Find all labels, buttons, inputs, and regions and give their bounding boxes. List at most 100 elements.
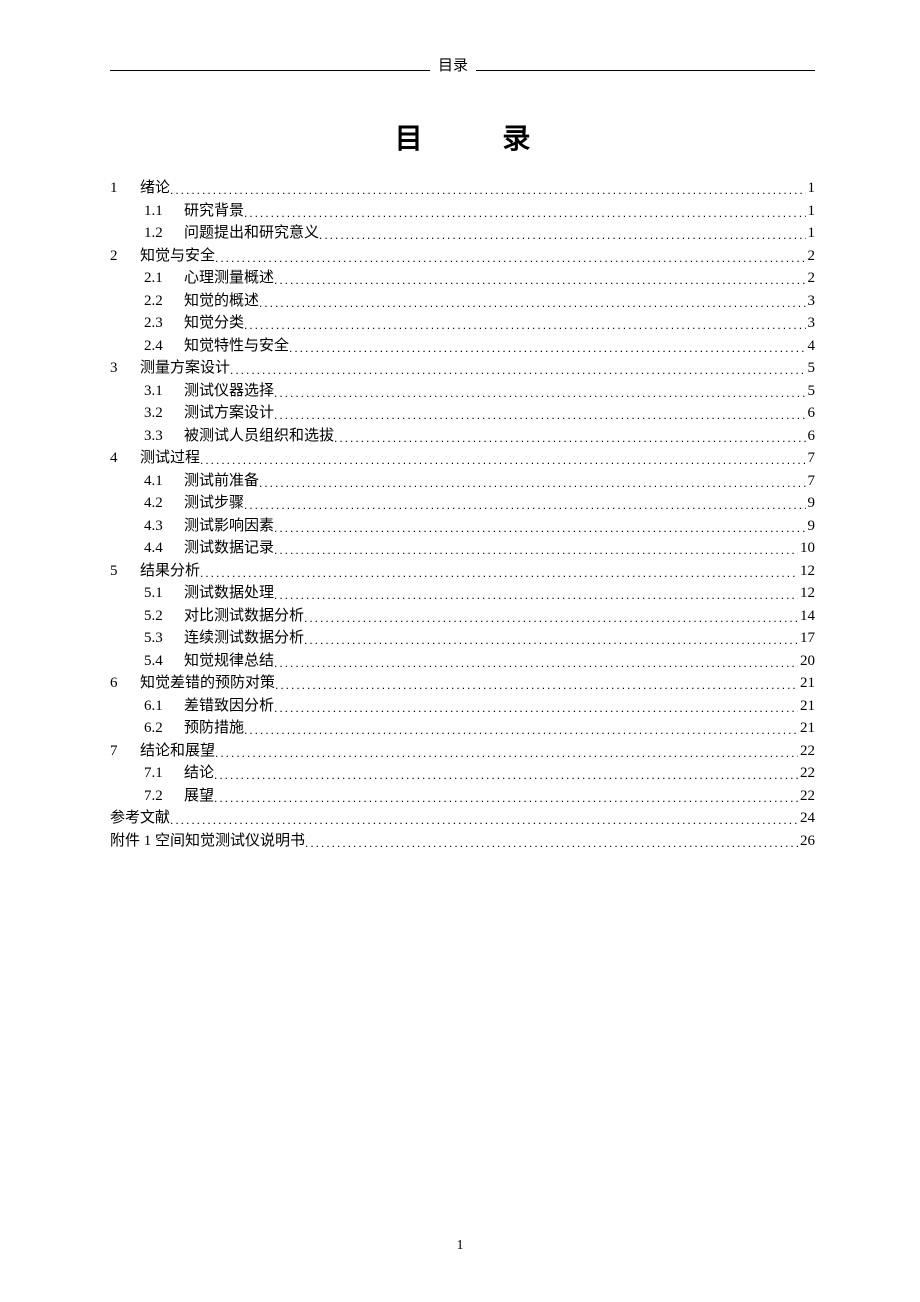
toc-chapter-number: 3 <box>110 361 140 376</box>
toc-section-number: 1.1 <box>144 204 184 219</box>
toc-leader-dots <box>289 342 805 354</box>
toc-section-number: 2.4 <box>144 339 184 354</box>
toc-label: 知觉特性与安全 <box>184 339 289 354</box>
toc-entry: 7结论和展望22 <box>110 744 815 759</box>
toc-label: 对比测试数据分析 <box>184 609 304 624</box>
toc-label: 测试影响因素 <box>184 519 274 534</box>
toc-label: 知觉的概述 <box>184 294 259 309</box>
toc-entry: 3.1测试仪器选择5 <box>110 384 815 399</box>
toc-chapter-number: 6 <box>110 676 140 691</box>
toc-page-number: 21 <box>798 676 815 691</box>
toc-leader-dots <box>215 252 805 264</box>
toc-page-number: 22 <box>798 766 815 781</box>
toc-page-number: 21 <box>798 721 815 736</box>
toc-label: 差错致因分析 <box>184 699 274 714</box>
toc-leader-dots <box>244 319 805 331</box>
toc-chapter-number: 4 <box>110 451 140 466</box>
toc-section-number: 2.1 <box>144 271 184 286</box>
toc-section-number: 5.3 <box>144 631 184 646</box>
table-of-contents: 1绪论11.1研究背景11.2问题提出和研究意义12知觉与安全22.1心理测量概… <box>110 181 815 849</box>
toc-leader-dots <box>170 184 805 196</box>
toc-section-number: 5.1 <box>144 586 184 601</box>
toc-page-number: 1 <box>806 204 816 219</box>
toc-label: 参考文献 <box>110 811 170 826</box>
header-rule-left <box>110 70 430 71</box>
toc-entry: 6.2预防措施21 <box>110 721 815 736</box>
toc-label: 测量方案设计 <box>140 361 230 376</box>
toc-section-number: 4.4 <box>144 541 184 556</box>
toc-entry: 3.2测试方案设计6 <box>110 406 815 421</box>
toc-entry: 5结果分析12 <box>110 564 815 579</box>
toc-entry: 7.2展望22 <box>110 789 815 804</box>
toc-page-number: 10 <box>798 541 815 556</box>
toc-label: 绪论 <box>140 181 170 196</box>
toc-entry: 3.3被测试人员组织和选拔6 <box>110 429 815 444</box>
toc-label: 结论 <box>184 766 214 781</box>
toc-page-number: 1 <box>806 226 816 241</box>
toc-leader-dots <box>214 769 798 781</box>
toc-page-number: 20 <box>798 654 815 669</box>
toc-page-number: 24 <box>798 811 815 826</box>
toc-leader-dots <box>244 207 805 219</box>
toc-entry: 3测量方案设计 5 <box>110 361 815 376</box>
toc-chapter-number: 5 <box>110 564 140 579</box>
toc-label: 结论和展望 <box>140 744 215 759</box>
toc-label: 测试方案设计 <box>184 406 274 421</box>
toc-section-number: 5.4 <box>144 654 184 669</box>
toc-entry: 4.4测试数据记录10 <box>110 541 815 556</box>
toc-entry: 1绪论1 <box>110 181 815 196</box>
toc-entry: 7.1结论22 <box>110 766 815 781</box>
toc-entry: 2.2知觉的概述3 <box>110 294 815 309</box>
toc-entry: 2知觉与安全2 <box>110 249 815 264</box>
toc-page-number: 26 <box>798 834 815 849</box>
toc-entry: 2.4知觉特性与安全4 <box>110 339 815 354</box>
toc-leader-dots <box>274 544 798 556</box>
toc-entry: 4.2测试步骤9 <box>110 496 815 511</box>
header-rule-right <box>476 70 815 71</box>
toc-entry: 1.2问题提出和研究意义1 <box>110 226 815 241</box>
header-label: 目录 <box>430 54 476 75</box>
toc-leader-dots <box>214 792 798 804</box>
toc-section-number: 4.3 <box>144 519 184 534</box>
toc-page-number: 3 <box>806 316 816 331</box>
toc-leader-dots <box>170 814 798 826</box>
toc-leader-dots <box>259 297 805 309</box>
toc-chapter-number: 2 <box>110 249 140 264</box>
toc-entry: 2.1心理测量概述2 <box>110 271 815 286</box>
toc-entry: 参考文献 24 <box>110 811 815 826</box>
toc-leader-dots <box>304 612 798 624</box>
toc-section-number: 5.2 <box>144 609 184 624</box>
toc-entry: 4.1测试前准备7 <box>110 474 815 489</box>
toc-entry: 6.1差错致因分析21 <box>110 699 815 714</box>
toc-leader-dots <box>304 634 798 646</box>
toc-entry: 附件 1 空间知觉测试仪说明书26 <box>110 834 815 849</box>
running-header: 目录 <box>110 60 815 81</box>
toc-leader-dots <box>305 837 798 849</box>
toc-page-number: 6 <box>806 429 816 444</box>
toc-page-number: 17 <box>798 631 815 646</box>
toc-leader-dots <box>200 567 798 579</box>
toc-page-number: 2 <box>806 249 816 264</box>
toc-leader-dots <box>200 454 805 466</box>
toc-entry: 5.1测试数据处理12 <box>110 586 815 601</box>
toc-section-number: 1.2 <box>144 226 184 241</box>
toc-label: 测试前准备 <box>184 474 259 489</box>
toc-page-number: 6 <box>806 406 816 421</box>
toc-leader-dots <box>274 387 805 399</box>
toc-entry: 6知觉差错的预防对策21 <box>110 676 815 691</box>
toc-page-number: 5 <box>806 361 816 376</box>
toc-leader-dots <box>244 499 805 511</box>
toc-entry: 4测试过程7 <box>110 451 815 466</box>
toc-page-number: 22 <box>798 789 815 804</box>
toc-label: 测试数据处理 <box>184 586 274 601</box>
toc-page-number: 3 <box>806 294 816 309</box>
toc-leader-dots <box>274 702 798 714</box>
toc-entry: 5.2对比测试数据分析 14 <box>110 609 815 624</box>
toc-page-number: 9 <box>806 519 816 534</box>
toc-page-number: 14 <box>798 609 815 624</box>
toc-leader-dots <box>319 229 805 241</box>
toc-entry: 4.3测试影响因素 9 <box>110 519 815 534</box>
toc-leader-dots <box>274 589 798 601</box>
toc-leader-dots <box>230 364 805 376</box>
toc-chapter-number: 7 <box>110 744 140 759</box>
